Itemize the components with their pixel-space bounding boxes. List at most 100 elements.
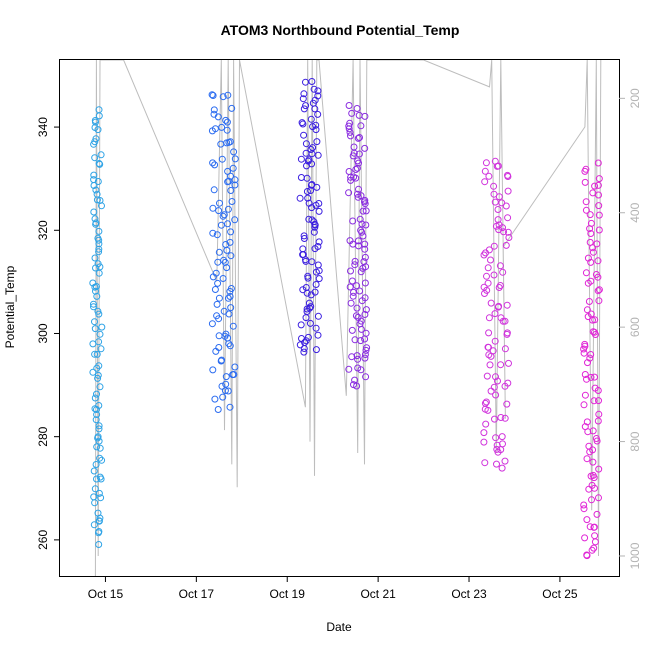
data-point — [312, 324, 320, 332]
data-point — [94, 371, 102, 379]
data-point — [209, 204, 217, 212]
data-point — [583, 455, 591, 463]
data-point — [591, 384, 599, 392]
data-point — [350, 143, 358, 151]
data-point — [593, 240, 601, 248]
data-point — [357, 192, 365, 200]
data-point — [491, 337, 499, 345]
data-point — [314, 261, 322, 269]
data-point — [300, 235, 308, 242]
data-point — [312, 346, 320, 354]
data-point — [299, 245, 307, 253]
data-point — [91, 499, 99, 507]
data-point — [588, 481, 596, 489]
data-point — [96, 330, 104, 338]
data-point — [498, 433, 506, 441]
data-point — [92, 461, 100, 468]
data-point — [305, 215, 313, 223]
data-point — [220, 211, 228, 219]
data-point — [503, 400, 511, 408]
data-point — [95, 338, 103, 346]
x-tick-label: Oct 15 — [88, 587, 124, 601]
data-point — [583, 306, 591, 314]
data-point — [504, 214, 512, 222]
data-point — [305, 156, 313, 164]
data-point — [296, 341, 304, 349]
data-point — [297, 155, 305, 163]
data-point — [351, 261, 359, 269]
data-point — [505, 359, 512, 367]
y-tick-label: 320 — [36, 220, 50, 240]
data-point — [581, 391, 589, 399]
data-point — [355, 185, 362, 193]
data-point — [90, 171, 98, 179]
data-point — [94, 307, 102, 315]
data-point — [499, 268, 507, 276]
data-point — [212, 269, 220, 277]
data-point — [210, 186, 218, 194]
data-point — [90, 300, 97, 308]
data-point — [494, 377, 501, 385]
data-point — [304, 194, 312, 202]
data-point — [582, 198, 590, 206]
data-point — [480, 251, 488, 259]
data-point — [492, 434, 500, 442]
data-point — [95, 528, 103, 535]
data-point — [494, 206, 502, 213]
data-point — [92, 283, 100, 290]
data-point — [490, 242, 498, 250]
data-point — [91, 318, 98, 326]
data-point — [95, 245, 103, 253]
data-point — [210, 110, 218, 118]
data-point — [349, 217, 357, 225]
data-point — [491, 310, 499, 318]
y2-tick-label: 200 — [628, 88, 642, 108]
data-point — [486, 361, 494, 369]
data-point — [357, 268, 365, 276]
y2-tick-label: 400 — [628, 202, 642, 222]
data-point — [345, 365, 353, 373]
data-point — [587, 351, 595, 358]
data-point — [300, 105, 308, 113]
data-point — [222, 116, 230, 124]
data-point — [96, 473, 104, 481]
data-point — [591, 538, 599, 546]
data-point — [97, 345, 105, 353]
data-point — [215, 207, 223, 215]
y-tick-label: 300 — [36, 323, 50, 343]
data-point — [346, 237, 354, 245]
data-point — [91, 485, 99, 493]
data-point — [595, 175, 603, 183]
data-point — [95, 402, 103, 409]
data-point — [503, 330, 511, 338]
data-point — [485, 246, 493, 254]
data-point — [594, 287, 602, 295]
data-point — [90, 208, 98, 216]
data-point — [353, 304, 361, 312]
data-point — [95, 422, 103, 430]
data-point — [583, 516, 591, 524]
data-point — [221, 258, 229, 266]
data-point — [209, 229, 217, 237]
data-point — [484, 279, 492, 287]
data-point — [222, 380, 230, 388]
data-point — [223, 246, 231, 254]
chart-title: ATOM3 Northbound Potential_Temp — [221, 22, 460, 38]
data-point — [582, 165, 590, 173]
data-point — [595, 286, 603, 294]
data-point — [314, 151, 322, 159]
data-point — [354, 237, 362, 245]
data-point — [494, 162, 502, 170]
data-point — [224, 91, 232, 99]
data-point — [352, 166, 360, 173]
data-point — [485, 314, 493, 322]
data-point — [352, 174, 360, 182]
data-point — [497, 314, 505, 322]
data-point — [347, 299, 355, 307]
data-point — [223, 118, 231, 126]
data-point — [359, 232, 367, 240]
y2-tick-label: 800 — [628, 431, 642, 451]
data-point — [493, 441, 501, 449]
data-point — [354, 364, 362, 372]
data-point — [97, 151, 105, 159]
